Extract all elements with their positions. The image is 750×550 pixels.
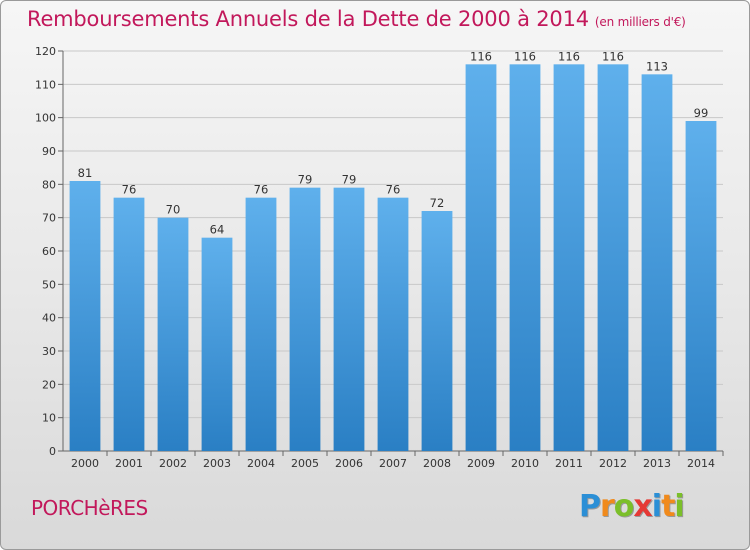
y-tick-label: 20 [42,378,56,391]
x-tick-label: 2000 [71,457,99,470]
x-tick-label: 2013 [643,457,671,470]
logo-letter: r [600,489,615,524]
x-tick-label: 2014 [687,457,715,470]
bar-value-label: 116 [602,49,624,63]
bar [597,64,629,452]
y-tick-label: 10 [42,412,56,425]
bar-value-label: 76 [254,183,269,197]
bar [685,121,717,451]
bar [245,197,277,451]
bar-value-label: 81 [78,166,93,180]
bar [553,64,585,452]
x-tick-label: 2002 [159,457,187,470]
bar-value-label: 113 [646,59,668,73]
x-tick-label: 2012 [599,457,627,470]
x-tick-label: 2005 [291,457,319,470]
x-tick-label: 2004 [247,457,275,470]
logo-letter: x [633,489,652,524]
x-tick-label: 2010 [511,457,539,470]
y-tick-label: 80 [42,178,56,191]
bar [377,197,409,451]
bar-value-label: 79 [342,173,357,187]
bar-value-label: 76 [386,183,401,197]
logo-letter: i [674,489,684,524]
chart-title: Remboursements Annuels de la Dette de 20… [27,7,686,31]
bar [333,187,365,451]
chart-title-text: Remboursements Annuels de la Dette de 20… [27,7,589,31]
bar-value-label: 76 [122,183,137,197]
x-tick-label: 2011 [555,457,583,470]
bar-value-label: 79 [298,173,313,187]
x-tick-label: 2009 [467,457,495,470]
bar [289,187,321,451]
bar-value-label: 70 [166,203,181,217]
bar-value-label: 116 [514,49,536,63]
y-tick-label: 110 [35,78,56,91]
bar [509,64,541,452]
x-tick-label: 2006 [335,457,363,470]
bar-value-label: 99 [694,106,709,120]
x-tick-label: 2001 [115,457,143,470]
logo-letter: P [579,489,601,524]
logo-letter: t [661,489,675,524]
y-tick-label: 120 [35,45,56,58]
x-tick-label: 2003 [203,457,231,470]
chart-unit: (en milliers d'€) [594,15,686,29]
bar [421,211,453,451]
bar [201,237,233,451]
y-tick-label: 40 [42,312,56,325]
bar [157,217,189,451]
bar-value-label: 72 [430,196,445,210]
y-tick-label: 60 [42,245,56,258]
y-tick-label: 100 [35,112,56,125]
bar-value-label: 116 [558,49,580,63]
logo-letter: i [651,489,662,524]
x-tick-label: 2007 [379,457,407,470]
bar-value-label: 116 [470,49,492,63]
bar [465,64,497,452]
bar [69,181,101,451]
y-tick-label: 50 [42,278,56,291]
y-tick-label: 0 [49,445,56,458]
commune-name: PORCHèRES [31,496,148,520]
bar-value-label: 64 [210,223,225,237]
y-tick-label: 30 [42,345,56,358]
logo-letter: o [613,489,635,524]
x-tick-label: 2008 [423,457,451,470]
bar [641,74,673,451]
y-tick-label: 90 [42,145,56,158]
proxiti-logo: Proxiti [579,489,685,524]
bar [113,197,145,451]
y-tick-label: 70 [42,212,56,225]
